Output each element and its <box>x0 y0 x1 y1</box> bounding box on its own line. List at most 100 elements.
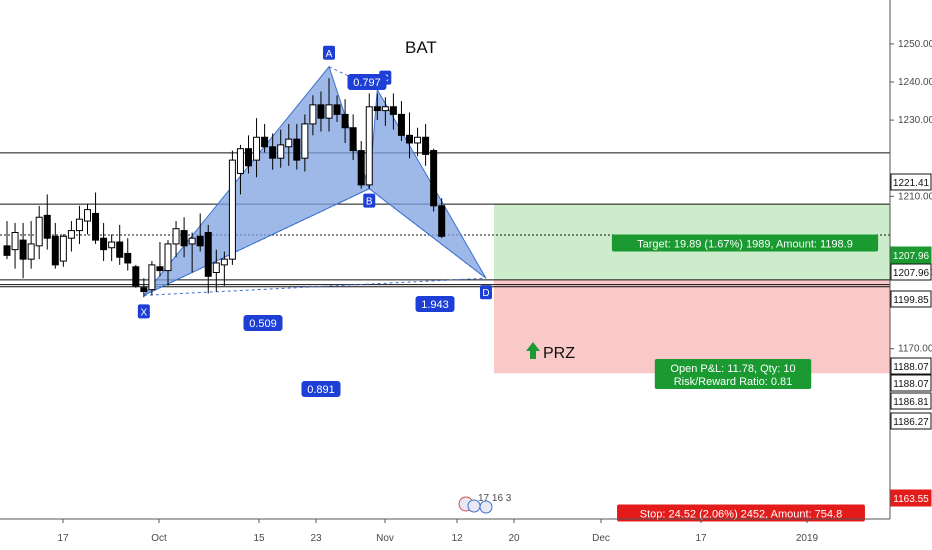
bull-candle-body <box>188 237 196 245</box>
price-badge-text: 1186.81 <box>893 397 929 408</box>
x-tick-label: Oct <box>151 533 167 544</box>
x-tick-label: 15 <box>253 533 265 544</box>
bear-candle-body <box>92 212 100 241</box>
bull-candle-body <box>35 216 43 247</box>
candle <box>220 251 228 286</box>
candle <box>140 278 148 298</box>
bull-candle-body <box>301 123 309 159</box>
bear-candle-body <box>389 106 397 115</box>
pattern-point-d: D <box>479 285 492 300</box>
bear-candle-body <box>51 235 59 266</box>
candle <box>92 192 100 244</box>
candle <box>148 261 156 296</box>
candle <box>317 91 325 132</box>
event-text: 17 16 3 <box>478 493 512 504</box>
point-label-bg <box>363 193 376 208</box>
ratio-label-bg <box>301 381 341 397</box>
bear-candle-body <box>140 287 148 293</box>
price-badge-text: 1186.27 <box>893 417 929 428</box>
candle <box>27 221 35 269</box>
candle <box>172 221 180 258</box>
bull-candle-body <box>285 138 293 148</box>
bull-candle-body <box>228 159 236 260</box>
pattern-line-bd <box>368 188 487 279</box>
bear-candle-body <box>406 134 413 144</box>
candle <box>397 101 405 142</box>
prz-arrow-icon <box>526 342 540 359</box>
pattern-triangle-bcd[interactable] <box>368 87 487 279</box>
bull-candle-body <box>381 106 389 112</box>
pattern-triangle-xab[interactable] <box>143 65 370 296</box>
candle <box>333 95 341 123</box>
price-badge <box>890 489 932 507</box>
point-label: A <box>326 49 333 60</box>
ratio-label-bg <box>243 315 283 331</box>
candle <box>269 133 277 170</box>
bull-candle-body <box>27 243 35 260</box>
bull-candle-body <box>84 209 91 222</box>
y-tick-label: 1210.00 <box>898 191 932 202</box>
ratio-label-text: 0.797 <box>353 77 381 89</box>
bull-candle-body <box>277 144 285 159</box>
bear-candle-body <box>269 146 277 159</box>
bull-candle-body <box>172 228 180 245</box>
stop-zone <box>494 279 890 374</box>
bear-candle-body <box>293 138 301 161</box>
candle <box>236 144 244 195</box>
pnl-label-text: Open P&L: 11.78, Qty: 10 <box>670 363 795 375</box>
candle <box>51 222 59 269</box>
candle <box>3 221 11 260</box>
price-badge <box>890 357 932 375</box>
x-tick-label: 17 <box>57 533 69 544</box>
bear-candle-body <box>261 136 269 148</box>
candle <box>108 234 116 262</box>
bull-candle-body <box>59 235 67 262</box>
bull-candle-body <box>108 241 116 249</box>
candle <box>156 242 164 277</box>
price-badge <box>890 263 932 281</box>
candle <box>325 78 333 132</box>
candle <box>245 135 252 174</box>
price-badge-text: 1207.96 <box>893 268 930 279</box>
candle <box>11 222 19 269</box>
candle <box>35 205 43 260</box>
candle <box>309 95 317 136</box>
candle <box>293 123 301 170</box>
bull-candle-body <box>75 218 83 232</box>
candlesticks <box>3 78 446 298</box>
price-badge <box>890 173 932 191</box>
ratio-label-text: 0.509 <box>249 318 277 330</box>
candle <box>422 123 430 166</box>
bear-candle-body <box>422 136 430 155</box>
bear-candle-body <box>373 106 381 112</box>
bear-candle-body <box>430 150 438 207</box>
y-tick-label: 1240.00 <box>898 77 932 88</box>
x-tick-label: Nov <box>376 533 394 544</box>
ratio-label-bg <box>347 74 387 90</box>
pattern-point-a: A <box>323 45 335 60</box>
price-badge-text: 1221.41 <box>893 178 930 189</box>
event-marker[interactable]: 17 16 3 <box>458 493 512 514</box>
candle <box>389 93 397 130</box>
bear-candle-body <box>438 205 446 237</box>
target-label: Target: 19.89 (1.67%) 1989, Amount: 1198… <box>611 234 879 252</box>
candle <box>116 224 124 265</box>
candle <box>228 150 236 265</box>
y-tick-label: 1250.00 <box>898 39 932 50</box>
candle <box>67 221 75 252</box>
ratio-label: 0.891 <box>301 381 341 397</box>
candle <box>132 264 140 288</box>
bear-candle-body <box>397 113 405 136</box>
bear-candle-body <box>196 235 204 247</box>
bear-candle-body <box>3 245 11 256</box>
candle <box>204 224 212 294</box>
bull-candle-body <box>309 104 317 125</box>
candle <box>414 127 422 157</box>
bear-candle-body <box>357 150 365 186</box>
candle <box>365 93 373 189</box>
candle <box>438 198 446 239</box>
candle <box>164 240 172 286</box>
x-tick-label: 20 <box>508 533 520 544</box>
target-label-bg <box>611 234 879 252</box>
